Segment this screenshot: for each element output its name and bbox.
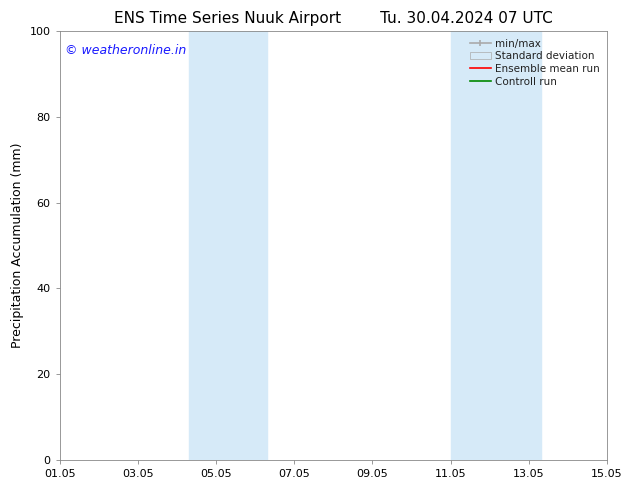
Bar bbox=[189, 31, 267, 460]
Y-axis label: Precipitation Accumulation (mm): Precipitation Accumulation (mm) bbox=[11, 143, 24, 348]
Bar bbox=[451, 31, 541, 460]
Title: ENS Time Series Nuuk Airport        Tu. 30.04.2024 07 UTC: ENS Time Series Nuuk Airport Tu. 30.04.2… bbox=[114, 11, 553, 26]
Legend: min/max, Standard deviation, Ensemble mean run, Controll run: min/max, Standard deviation, Ensemble me… bbox=[468, 37, 602, 89]
Text: © weatheronline.in: © weatheronline.in bbox=[65, 44, 186, 57]
